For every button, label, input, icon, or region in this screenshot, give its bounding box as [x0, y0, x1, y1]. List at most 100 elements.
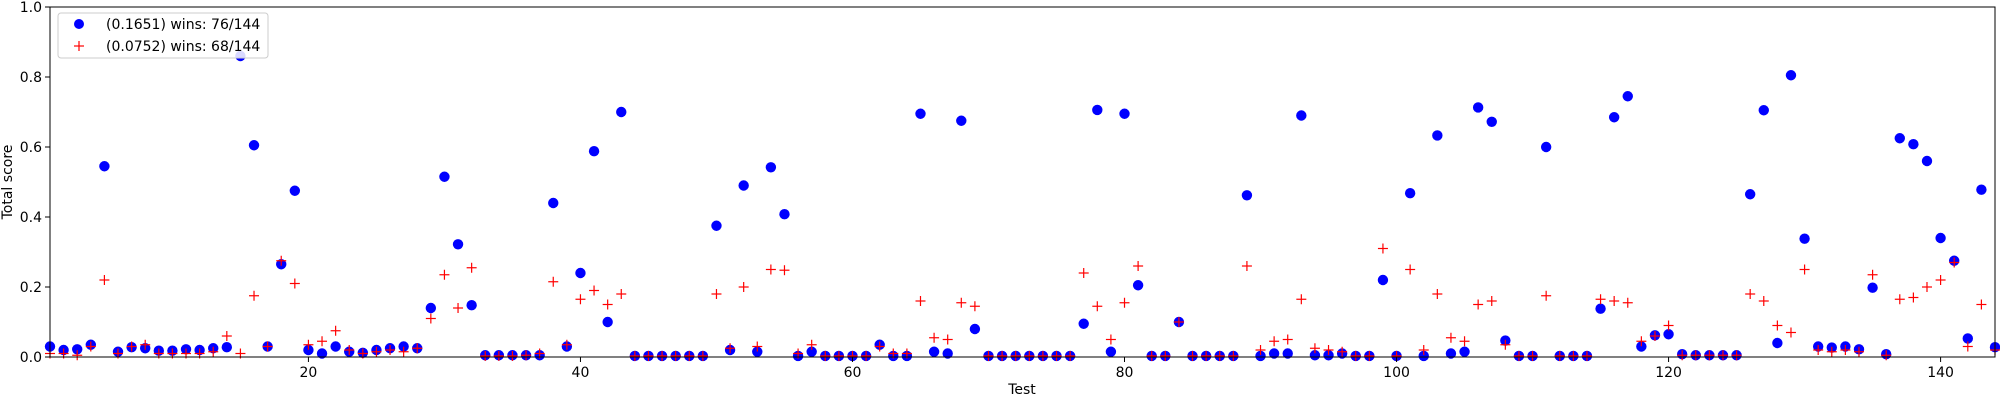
series-1-point [1078, 318, 1089, 329]
series-2-point [1581, 350, 1592, 361]
series-2-point [1037, 350, 1048, 361]
series-2-point [289, 278, 300, 289]
series-2-point [480, 350, 491, 361]
series-2-point [1826, 346, 1837, 357]
series-2-point [140, 339, 151, 350]
series-2-point [344, 345, 355, 355]
series-2-point [371, 346, 382, 357]
series-2-point [1051, 350, 1062, 361]
series-2-point [439, 269, 450, 280]
series-2-point [1840, 345, 1851, 355]
series-2-point [684, 350, 695, 361]
series-1-point [221, 342, 233, 353]
series-2-point [1078, 268, 1089, 278]
y-axis-label: Total score [0, 145, 16, 221]
series-1-point [915, 108, 926, 119]
series-2-point [221, 331, 232, 341]
series-2-point [1894, 294, 1905, 305]
series-1-point [1486, 116, 1497, 128]
series-1-point [452, 239, 464, 250]
series-2-point [561, 339, 572, 350]
series-2-point [969, 301, 980, 312]
series-2-point [276, 255, 287, 266]
series-1-point [248, 140, 260, 151]
series-2-point [1486, 296, 1497, 306]
series-1-point [1445, 348, 1457, 359]
series-1-point [752, 346, 763, 357]
series-2-point [1949, 257, 1960, 268]
series-2-point [208, 346, 219, 357]
series-2-point [126, 341, 137, 352]
series-2-point [616, 289, 627, 299]
series-2-point [1459, 336, 1470, 347]
series-2-point [1663, 320, 1674, 331]
series-1-point [330, 341, 341, 352]
series-1-point [575, 267, 586, 279]
series-1-point [1309, 350, 1321, 361]
series-1-point [1092, 104, 1103, 116]
legend-label-series-2: (0.0752) wins: 68/144 [106, 39, 260, 55]
series-2-point [262, 341, 273, 352]
series-2-point [915, 296, 926, 306]
series-2-point [1935, 275, 1946, 285]
series-2-point [1214, 350, 1225, 361]
y-tick-label: 0.8 [20, 70, 42, 86]
series-1-point [1268, 348, 1280, 359]
series-2-point [1241, 261, 1252, 271]
series-2-point [99, 275, 110, 285]
series-1-point [942, 348, 953, 359]
series-2-point [466, 262, 477, 273]
series-2-point [602, 299, 613, 310]
series-2-point [1853, 346, 1864, 357]
series-2-point [1595, 294, 1606, 305]
series-2-point [1309, 343, 1320, 354]
series-2-point [575, 294, 586, 305]
series-2-point [1119, 297, 1130, 308]
series-1-point [616, 106, 627, 118]
series-2-point [725, 343, 736, 354]
y-tick-label: 0.2 [20, 280, 42, 296]
series-1-point [1595, 303, 1606, 314]
series-2-point [1690, 350, 1701, 361]
y-tick-label: 1.0 [20, 0, 42, 16]
series-1-point [439, 171, 450, 182]
series-1-point [1744, 189, 1756, 200]
series-2-point [629, 350, 640, 361]
series-2-point [1908, 292, 1919, 303]
series-2-point [1160, 350, 1171, 361]
series-2-point [738, 282, 749, 292]
series-2-point [1500, 339, 1511, 350]
y-tick-label: 0.0 [20, 350, 42, 366]
series-2-point [1704, 350, 1715, 361]
series-1-point [1282, 348, 1293, 359]
series-2-point [1418, 345, 1429, 355]
series-1-point [1132, 280, 1144, 291]
series-1-point [316, 348, 328, 359]
series-2-point [1527, 350, 1538, 361]
series-2-point [1377, 243, 1388, 254]
series-2-point [1772, 320, 1783, 331]
legend-box [57, 12, 269, 59]
series-2-point [942, 334, 953, 345]
series-2-point [1065, 350, 1076, 361]
series-2-point [1296, 294, 1307, 305]
series-2-point [1405, 264, 1416, 275]
series-1-point [1921, 155, 1933, 167]
series-2-point [779, 265, 790, 276]
x-axis-label: Test [1007, 382, 1036, 398]
legend-plus-marker-icon [74, 41, 84, 51]
series-2-point [1758, 296, 1769, 306]
series-2-point [453, 303, 464, 313]
series-1-point [1459, 346, 1470, 357]
series-1-point [1296, 110, 1307, 121]
series-1-point [969, 323, 981, 335]
series-2-point [929, 332, 940, 343]
series-2-point [697, 350, 708, 361]
y-tick-label: 0.6 [20, 140, 42, 156]
series-2-point [983, 350, 994, 361]
x-tick-label: 80 [1116, 365, 1134, 381]
series-2-point [249, 290, 260, 301]
series-2-point [1445, 332, 1456, 343]
series-2-point [1799, 264, 1810, 275]
series-1-point [1540, 141, 1552, 153]
